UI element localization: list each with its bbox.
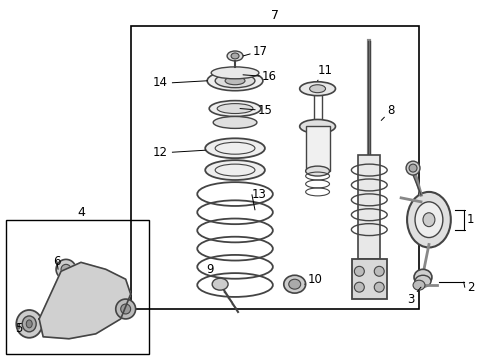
- Ellipse shape: [405, 161, 419, 175]
- Ellipse shape: [354, 282, 364, 292]
- Ellipse shape: [209, 100, 261, 117]
- Ellipse shape: [283, 275, 305, 293]
- Ellipse shape: [226, 51, 243, 61]
- Text: 10: 10: [304, 273, 322, 286]
- Ellipse shape: [299, 82, 335, 96]
- Bar: [358, 155, 380, 260]
- Bar: [6, 220, 148, 354]
- Text: 11: 11: [317, 64, 332, 81]
- Ellipse shape: [373, 266, 384, 276]
- Ellipse shape: [406, 192, 450, 247]
- Ellipse shape: [414, 202, 442, 238]
- Text: 3: 3: [406, 287, 420, 306]
- Text: 8: 8: [381, 104, 394, 121]
- Ellipse shape: [408, 164, 416, 172]
- Ellipse shape: [412, 280, 424, 290]
- Ellipse shape: [299, 120, 335, 133]
- Ellipse shape: [288, 279, 300, 289]
- Bar: [352, 260, 386, 299]
- Ellipse shape: [217, 104, 252, 113]
- Ellipse shape: [212, 278, 227, 290]
- Text: 13: 13: [251, 188, 266, 201]
- Ellipse shape: [61, 264, 71, 274]
- Ellipse shape: [373, 282, 384, 292]
- Text: 17: 17: [243, 45, 267, 58]
- Text: 12: 12: [152, 146, 167, 159]
- Ellipse shape: [413, 269, 431, 285]
- Text: 7: 7: [270, 9, 278, 22]
- Text: 6: 6: [53, 255, 61, 269]
- Ellipse shape: [305, 166, 329, 176]
- Ellipse shape: [22, 316, 36, 332]
- Ellipse shape: [231, 53, 239, 59]
- Ellipse shape: [205, 160, 264, 180]
- Text: 16: 16: [243, 70, 276, 83]
- Ellipse shape: [121, 304, 130, 314]
- Ellipse shape: [207, 71, 263, 91]
- Ellipse shape: [211, 67, 258, 79]
- Ellipse shape: [116, 299, 135, 319]
- Text: 9: 9: [206, 263, 214, 276]
- Ellipse shape: [26, 320, 32, 328]
- Bar: [305, 126, 329, 171]
- Text: 14: 14: [152, 76, 167, 89]
- Ellipse shape: [16, 310, 42, 338]
- Text: 4: 4: [77, 206, 85, 219]
- Bar: [130, 26, 418, 309]
- Text: 5: 5: [15, 322, 22, 336]
- Ellipse shape: [56, 260, 76, 279]
- Ellipse shape: [414, 275, 430, 287]
- Text: 15: 15: [240, 104, 272, 117]
- Ellipse shape: [213, 117, 256, 129]
- Ellipse shape: [205, 138, 264, 158]
- Ellipse shape: [354, 266, 364, 276]
- Ellipse shape: [224, 77, 244, 85]
- Ellipse shape: [215, 74, 254, 88]
- Ellipse shape: [309, 85, 325, 93]
- Text: 2: 2: [466, 281, 473, 294]
- Text: 1: 1: [466, 213, 473, 226]
- Ellipse shape: [422, 213, 434, 227]
- Polygon shape: [39, 262, 130, 339]
